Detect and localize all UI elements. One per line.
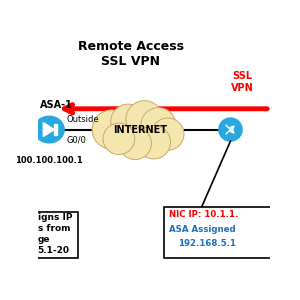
Text: ge: ge [38,235,50,244]
Circle shape [119,127,152,160]
Ellipse shape [34,116,64,143]
Text: ASA Assigned: ASA Assigned [169,225,236,234]
Circle shape [141,108,176,142]
Text: Remote Access
SSL VPN: Remote Access SSL VPN [77,40,184,68]
Circle shape [111,104,146,139]
Text: SSL
VPN: SSL VPN [231,71,254,93]
Circle shape [103,123,135,154]
Circle shape [152,118,184,150]
Text: ASA-1: ASA-1 [40,100,73,110]
Text: igns IP: igns IP [38,213,72,222]
Text: 192.168.5.1: 192.168.5.1 [178,239,236,248]
FancyBboxPatch shape [164,207,271,258]
Text: G0/0: G0/0 [67,136,86,145]
Text: s from: s from [38,224,70,233]
Polygon shape [43,123,54,136]
Text: INTERNET: INTERNET [113,124,167,135]
Text: Outside: Outside [67,115,99,124]
Circle shape [126,101,163,138]
Text: 5.1-20: 5.1-20 [38,246,70,255]
Text: 100.100.100.1: 100.100.100.1 [15,156,83,165]
Text: NIC IP: 10.1.1.: NIC IP: 10.1.1. [169,210,238,219]
Circle shape [219,118,242,141]
FancyBboxPatch shape [35,212,78,258]
Bar [54,124,57,135]
Circle shape [92,110,132,149]
Circle shape [137,126,170,159]
